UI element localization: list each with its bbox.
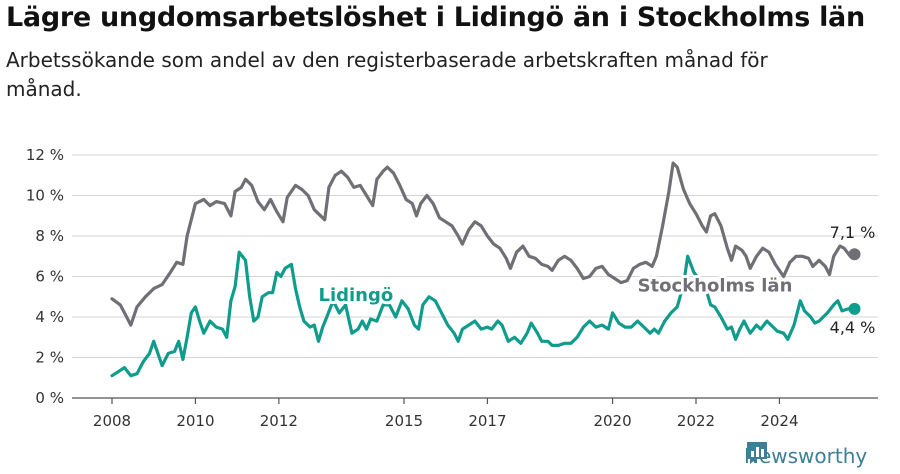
series-lines xyxy=(110,161,861,378)
newsworthy-logo: Newsworthy xyxy=(744,440,867,472)
x-tick-label: 2024 xyxy=(760,412,798,430)
chart-subtitle: Arbetssökande som andel av den registerb… xyxy=(6,48,768,101)
newsworthy-icon xyxy=(747,442,767,464)
y-axis-tick-labels: 0 % 2 % 4 % 6 % 8 % 10 % 12 % xyxy=(26,146,64,407)
y-tick-label: 0 % xyxy=(35,389,64,407)
series-label: Lidingö xyxy=(318,285,393,306)
y-tick-label: 6 % xyxy=(35,268,64,286)
y-tick-label: 12 % xyxy=(26,146,64,164)
y-tick-label: 8 % xyxy=(35,227,64,245)
x-tick-label: 2008 xyxy=(93,412,131,430)
x-axis: 2008 2010 2012 2015 2017 2020 2022 2024 xyxy=(93,398,799,430)
stockholm-series-end-point xyxy=(848,248,861,261)
chart-title: Lägre ungdomsarbetslöshet i Lidingö än i… xyxy=(6,2,865,33)
lidingo-series-line xyxy=(110,250,857,378)
series-label: Stockholms län xyxy=(638,276,793,297)
series-label-halo: Lidingö xyxy=(318,285,393,306)
lidingo-series-end-label: 4,4 % xyxy=(830,318,876,337)
y-tick-label: 4 % xyxy=(35,308,64,326)
stockholm-series-line xyxy=(110,161,857,327)
stockholm-series-end-label: 7,1 % xyxy=(830,223,876,242)
x-tick-label: 2020 xyxy=(593,412,631,430)
y-tick-label: 2 % xyxy=(35,349,64,367)
x-tick-label: 2010 xyxy=(176,412,214,430)
grid-lines xyxy=(72,154,878,399)
x-tick-label: 2015 xyxy=(385,412,423,430)
series-label-halo: Stockholms län xyxy=(638,276,793,297)
y-tick-label: 10 % xyxy=(26,187,64,205)
lidingo-series-end-point xyxy=(848,302,861,315)
x-tick-label: 2012 xyxy=(260,412,298,430)
x-tick-label: 2022 xyxy=(677,412,715,430)
x-tick-label: 2017 xyxy=(468,412,506,430)
